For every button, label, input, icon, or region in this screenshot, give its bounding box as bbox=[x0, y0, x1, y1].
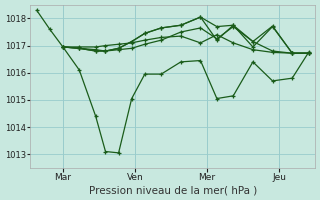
X-axis label: Pression niveau de la mer( hPa ): Pression niveau de la mer( hPa ) bbox=[89, 185, 257, 195]
